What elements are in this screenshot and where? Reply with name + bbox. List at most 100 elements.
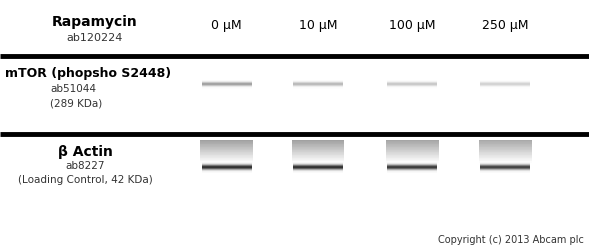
Bar (480, 88, 530, 89)
Bar (201, 165, 252, 166)
Bar (479, 142, 532, 143)
Bar (201, 170, 252, 171)
Bar (292, 150, 345, 151)
Bar (200, 142, 253, 143)
Bar (200, 151, 253, 153)
Bar (201, 85, 252, 86)
Bar (201, 88, 252, 89)
Bar (201, 86, 252, 87)
Bar (386, 146, 439, 147)
Bar (201, 163, 252, 164)
Bar (479, 157, 532, 159)
Bar (293, 84, 343, 85)
Bar (480, 165, 530, 166)
Text: 0 μM: 0 μM (211, 18, 242, 32)
Bar (200, 153, 253, 155)
Bar (201, 84, 252, 85)
Bar (480, 166, 530, 167)
Bar (292, 161, 345, 162)
Bar (386, 154, 439, 155)
Bar (387, 171, 437, 172)
Bar (293, 167, 343, 168)
Bar (201, 164, 252, 165)
Bar (480, 171, 530, 172)
Bar (292, 153, 345, 155)
Bar (480, 86, 530, 87)
Bar (387, 169, 437, 170)
Bar (293, 171, 343, 172)
Bar (386, 162, 439, 163)
Bar (480, 168, 530, 169)
Bar (386, 155, 439, 156)
Bar (479, 151, 532, 153)
Bar (387, 170, 437, 171)
Bar (479, 158, 532, 159)
Bar (201, 85, 252, 86)
Bar (387, 166, 437, 167)
Bar (293, 86, 343, 87)
Bar (293, 87, 343, 88)
Bar (292, 156, 345, 158)
Bar (200, 143, 253, 145)
Bar (480, 167, 530, 168)
Bar (200, 147, 253, 148)
Bar (387, 84, 437, 85)
Bar (387, 167, 437, 168)
Bar (479, 151, 532, 152)
Bar (293, 170, 343, 171)
Bar (480, 81, 530, 82)
Bar (387, 82, 437, 83)
Bar (200, 149, 253, 150)
Bar (387, 170, 437, 171)
Bar (201, 165, 252, 166)
Bar (200, 156, 253, 157)
Bar (293, 166, 343, 167)
Bar (480, 81, 530, 82)
Bar (387, 82, 437, 83)
Bar (201, 88, 252, 89)
Bar (480, 85, 530, 86)
Bar (387, 86, 437, 87)
Bar (387, 169, 437, 170)
Bar (293, 162, 343, 163)
Bar (480, 81, 530, 82)
Bar (387, 85, 437, 86)
Bar (201, 167, 252, 168)
Bar (293, 81, 343, 82)
Bar (201, 170, 252, 171)
Bar (480, 81, 530, 82)
Bar (293, 88, 343, 89)
Bar (387, 168, 437, 169)
Bar (293, 85, 343, 86)
Bar (201, 84, 252, 85)
Bar (292, 152, 345, 153)
Bar (201, 170, 252, 171)
Bar (479, 149, 532, 150)
Bar (292, 149, 345, 150)
Bar (479, 160, 532, 161)
Bar (387, 165, 437, 166)
Bar (480, 171, 530, 172)
Bar (293, 82, 343, 83)
Bar (387, 85, 437, 86)
Bar (387, 82, 437, 83)
Bar (293, 82, 343, 83)
Bar (387, 86, 437, 87)
Bar (387, 170, 437, 171)
Bar (386, 140, 439, 142)
Bar (479, 153, 532, 155)
Bar (293, 86, 343, 87)
Text: 10 μM: 10 μM (299, 18, 337, 32)
Bar (479, 156, 532, 158)
Bar (293, 167, 343, 168)
Bar (293, 164, 343, 165)
Bar (479, 153, 532, 154)
Bar (479, 145, 532, 146)
Bar (480, 84, 530, 85)
Bar (292, 148, 345, 149)
Bar (201, 83, 252, 84)
Bar (479, 148, 532, 149)
Bar (386, 156, 439, 158)
Bar (387, 84, 437, 85)
Bar (480, 82, 530, 83)
